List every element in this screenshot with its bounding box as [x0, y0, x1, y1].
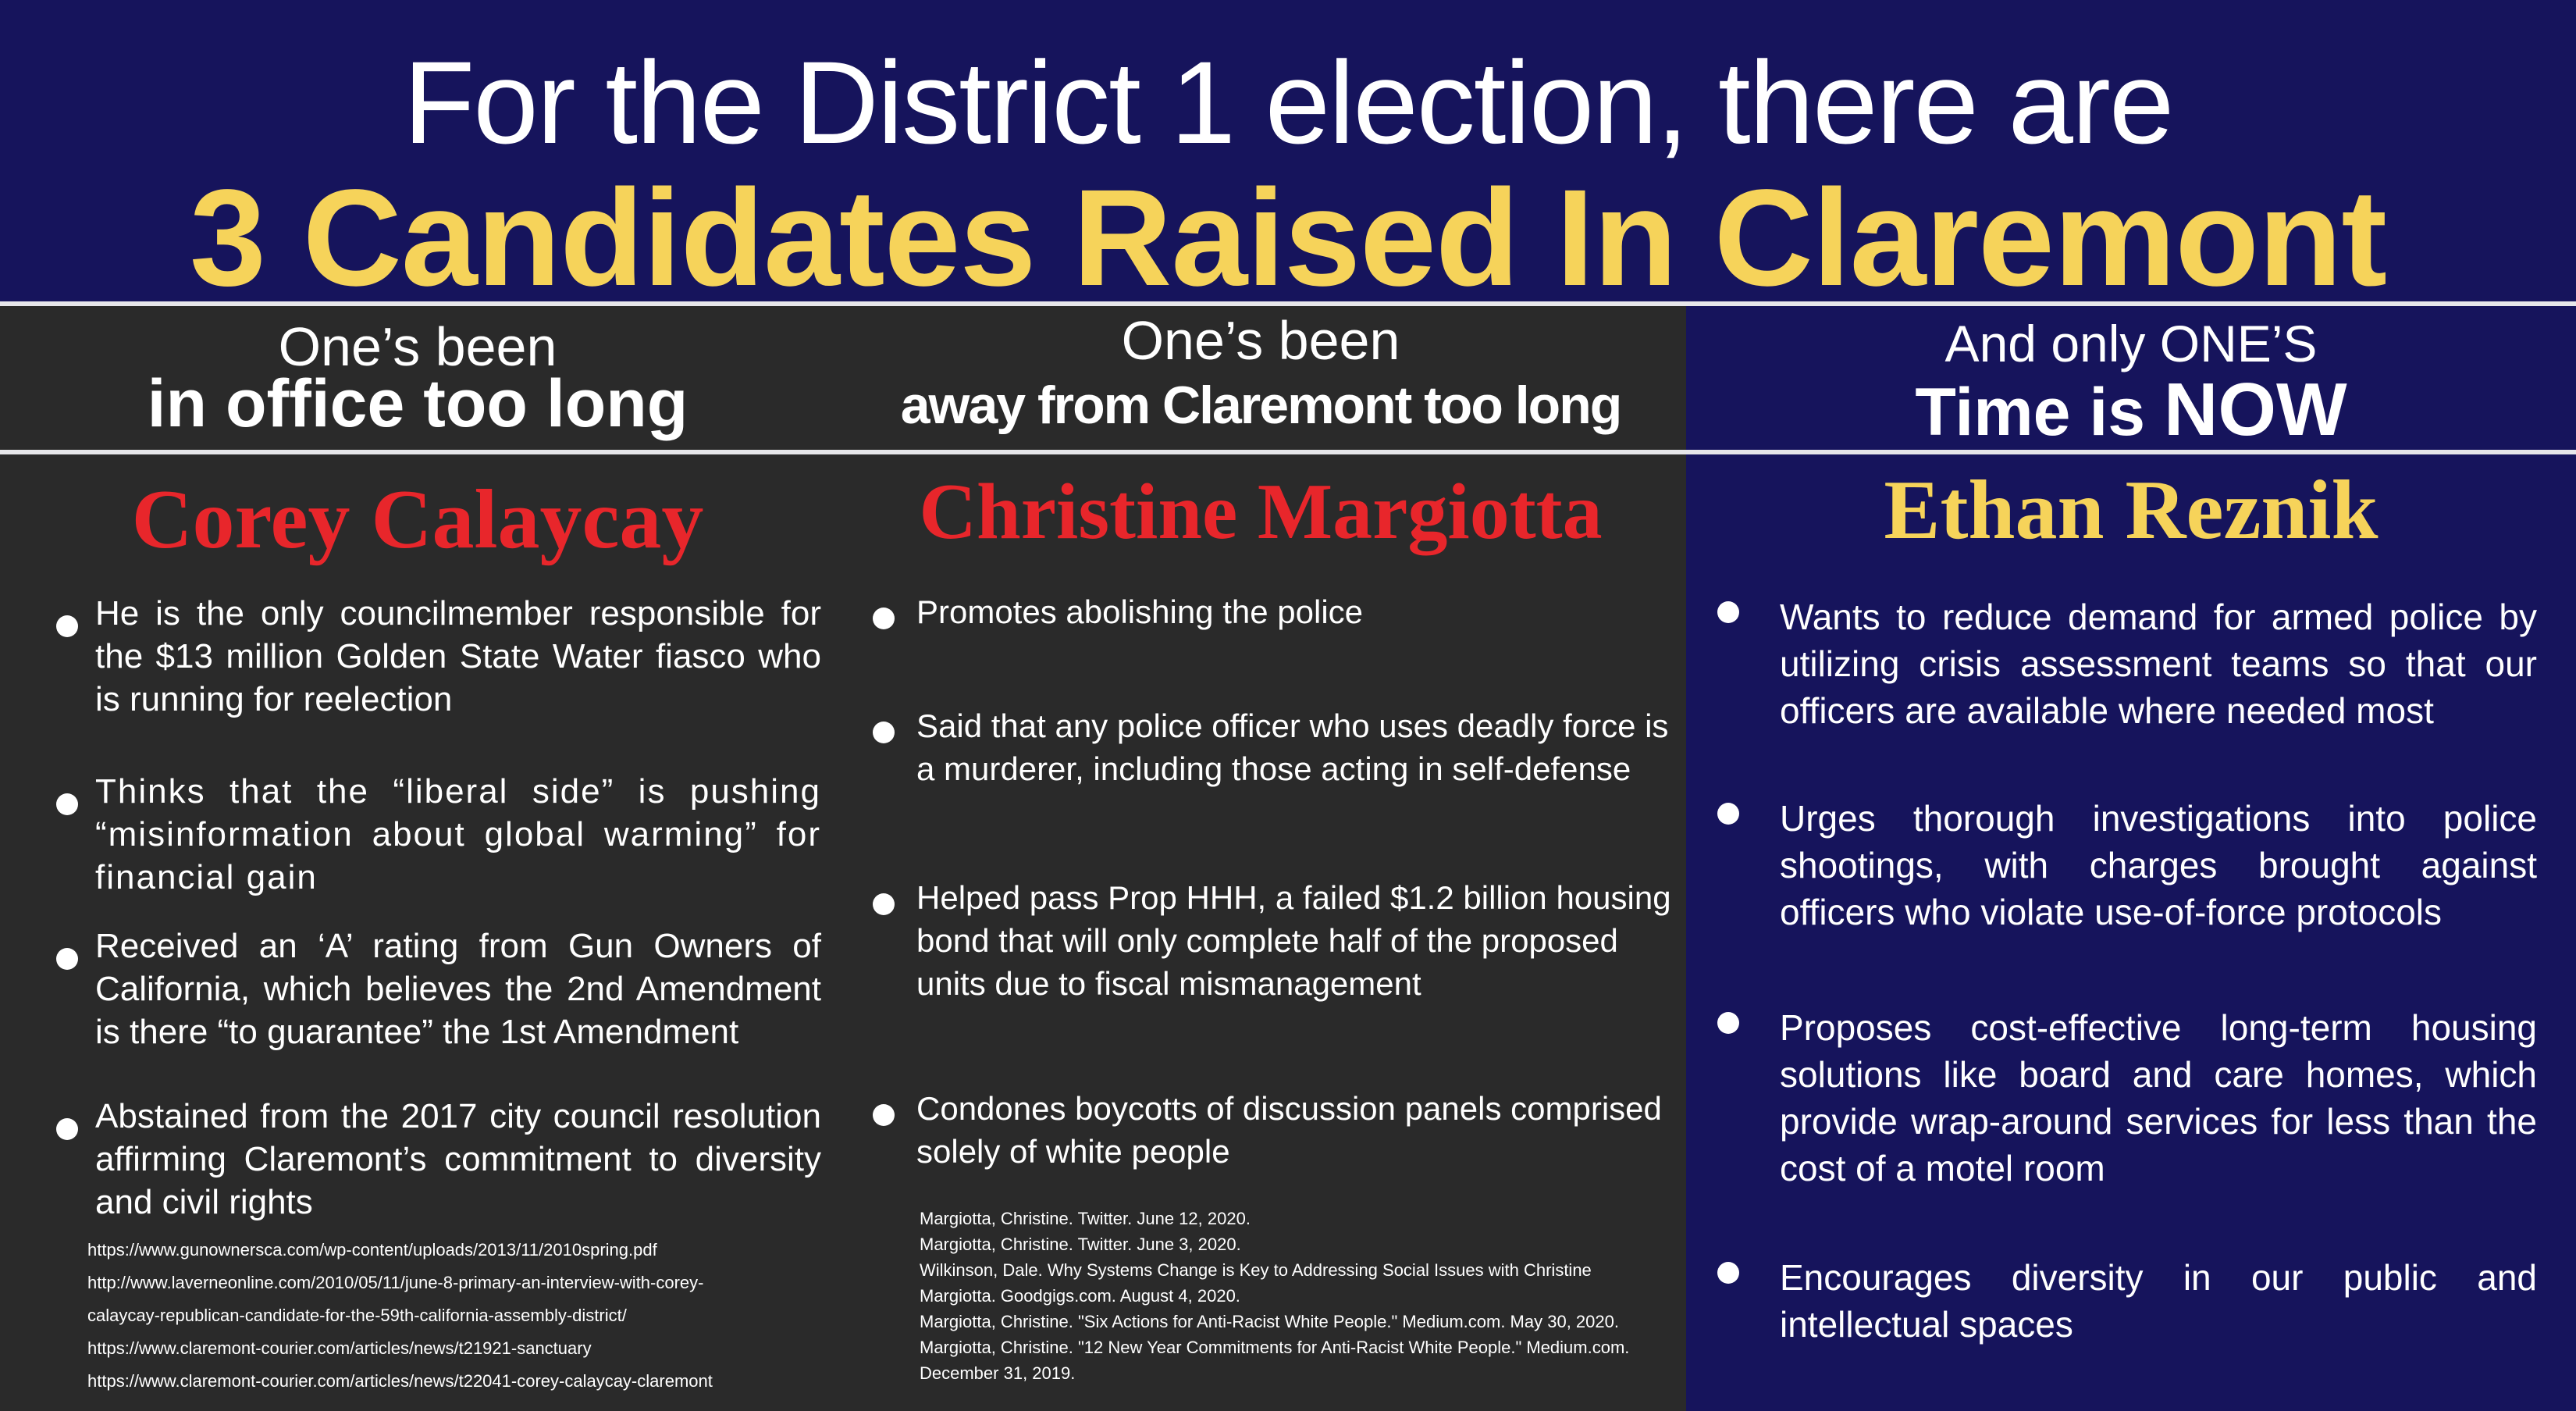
bullet-dot	[1717, 601, 1739, 623]
candidate-name: Corey Calaycay	[131, 473, 704, 566]
bullet-dot	[1717, 803, 1739, 825]
bullet-dot	[873, 893, 895, 915]
bullet-text: Proposes cost-effective long-term housin…	[1780, 1007, 2537, 1188]
bullet-dot	[873, 1104, 895, 1126]
column-corey-calaycay: One’s been in office too long Corey Cala…	[0, 306, 835, 1411]
bullet-text: He is the only councilmember responsible…	[95, 594, 821, 718]
reference-line: Margiotta, Christine. "12 New Year Commi…	[920, 1338, 1630, 1357]
reference-line: https://www.claremont-courier.com/articl…	[87, 1338, 592, 1358]
reference-line: Margiotta, Christine. Twitter. June 3, 2…	[920, 1235, 1241, 1254]
list-item: Condones boycotts of discussion panels c…	[873, 1087, 1677, 1173]
list-item: Helped pass Prop HHH, a failed $1.2 bill…	[873, 876, 1677, 1005]
list-item: Abstained from the 2017 city council res…	[56, 1095, 821, 1224]
list-item: Received an ‘A’ rating from Gun Owners o…	[56, 925, 821, 1053]
bullet-text: Promotes abolishing the police	[916, 593, 1364, 630]
headline-main: 3 Candidates Raised In Claremont	[189, 162, 2387, 315]
list-item: Wants to reduce demand for armed police …	[1717, 593, 2537, 734]
tagline-emphasis: away from Claremont too long	[900, 376, 1623, 435]
bullet-dot	[1717, 1012, 1739, 1034]
bullet-text: Wants to reduce demand for armed police …	[1780, 597, 2537, 731]
list-item: Encourages diversity in our public and i…	[1717, 1254, 2537, 1348]
header-banner: For the District 1 election, there are 3…	[0, 0, 2576, 312]
reference-line: https://www.gunownersca.com/wp-content/u…	[87, 1240, 657, 1260]
reference-line: http://www.laverneonline.com/2010/05/11/…	[87, 1273, 704, 1292]
tagline-intro: One’s been	[1121, 310, 1400, 371]
reference-line: https://www.claremont-courier.com/articl…	[87, 1371, 713, 1391]
bullet-dot	[56, 615, 78, 637]
column-ethan-reznik: And only ONE’S Time is NOW Ethan Reznik …	[1686, 306, 2576, 1411]
tagline-emphasis: in office too long	[147, 366, 688, 441]
bullet-text: Thinks that the “liberal side” is pushin…	[95, 772, 821, 896]
list-item: Promotes abolishing the police	[873, 590, 1677, 633]
references: Margiotta, Christine. Twitter. June 12, …	[920, 1206, 1629, 1386]
divider-top	[0, 301, 2576, 306]
bullet-text: Received an ‘A’ rating from Gun Owners o…	[95, 927, 821, 1051]
reference-line: December 31, 2019.	[920, 1363, 1076, 1383]
bullet-dot	[56, 793, 78, 815]
column-christine-margiotta: One’s been away from Claremont too long …	[835, 306, 1686, 1411]
tagline-intro: One’s been	[278, 316, 557, 377]
bullet-dot	[873, 722, 895, 743]
list-item: He is the only councilmember responsible…	[56, 592, 821, 721]
list-item: Thinks that the “liberal side” is pushin…	[56, 770, 821, 899]
bullet-dot	[1717, 1262, 1739, 1284]
list-item: Urges thorough investigations into polic…	[1717, 795, 2537, 935]
list-item: Said that any police officer who uses de…	[873, 704, 1677, 790]
bullet-text: Encourages diversity in our public and i…	[1780, 1257, 2537, 1345]
bullet-dot	[56, 948, 78, 970]
bullet-dot	[56, 1118, 78, 1140]
bullet-text: Helped pass Prop HHH, a failed $1.2 bill…	[916, 879, 1671, 1002]
headline-intro: For the District 1 election, there are	[403, 37, 2175, 168]
tagline-time-is: Time is	[1915, 375, 2165, 450]
list-item: Proposes cost-effective long-term housin…	[1717, 1004, 2537, 1192]
tagline-now: NOW	[2164, 368, 2347, 451]
divider-middle	[0, 450, 2576, 454]
candidate-name: Christine Margiotta	[919, 468, 1603, 556]
bullet-dot	[873, 608, 895, 629]
bullet-text: Said that any police officer who uses de…	[916, 707, 1669, 787]
references: https://www.gunownersca.com/wp-content/u…	[87, 1234, 713, 1398]
reference-line: Margiotta, Christine. "Six Actions for A…	[920, 1312, 1619, 1331]
reference-line: Wilkinson, Dale. Why Systems Change is K…	[920, 1260, 1592, 1280]
bullet-text: Condones boycotts of discussion panels c…	[916, 1090, 1662, 1170]
candidate-name: Ethan Reznik	[1884, 464, 2379, 557]
tagline-emphasis: Time is NOW	[1686, 372, 2576, 450]
bullet-text: Urges thorough investigations into polic…	[1780, 798, 2537, 932]
bullet-text: Abstained from the 2017 city council res…	[95, 1097, 821, 1221]
reference-line: calaycay-republican-candidate-for-the-59…	[87, 1306, 627, 1325]
tagline-intro: And only ONE’S	[1944, 315, 2318, 372]
reference-line: Margiotta, Christine. Twitter. June 12, …	[920, 1209, 1251, 1228]
reference-line: Margiotta. Goodgigs.com. August 4, 2020.	[920, 1286, 1240, 1306]
